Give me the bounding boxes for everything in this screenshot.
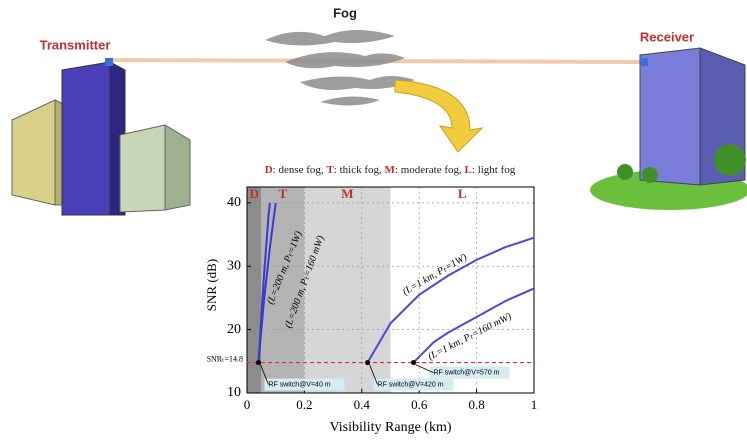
annotation-label: RF switch@V=40 m — [268, 381, 330, 388]
x-tick-label: 0.2 — [296, 397, 312, 412]
y-axis-label: SNR (dB) — [204, 259, 219, 311]
y-tick-label: 30 — [227, 258, 241, 273]
x-tick-label: 0.6 — [411, 397, 428, 412]
fog-legend-text: : moderate fog, — [395, 164, 465, 176]
x-tick-label: 0 — [244, 397, 251, 412]
transmitter-label: Transmitter — [40, 37, 111, 52]
y-tick-label: 40 — [227, 195, 241, 210]
fog-legend: D: dense fog, T: thick fog, M: moderate … — [265, 164, 516, 176]
receiver-label: Receiver — [640, 29, 694, 44]
switch-point — [411, 360, 416, 365]
zone-label: D — [249, 186, 258, 201]
x-tick-label: 1 — [531, 397, 538, 412]
scene: Transmitter Fog Receiver D: dense fog, T… — [0, 0, 747, 440]
threshold-label: SNRₜ=14.8 — [207, 354, 243, 363]
y-tick-label: 20 — [227, 322, 241, 337]
zone-label: M — [341, 186, 353, 201]
fog-legend-letter: L — [465, 164, 472, 176]
fog-legend-letter: M — [385, 164, 396, 176]
fog-legend-text: : dense fog, — [273, 164, 327, 176]
transmitter-building — [12, 58, 190, 215]
switch-point — [256, 360, 261, 365]
fog-legend-letter: D — [265, 164, 273, 176]
annotation-label: RF switch@V=420 m — [378, 381, 444, 388]
fog-legend-text: : light fog — [472, 164, 516, 176]
fog-label: Fog — [333, 5, 357, 20]
x-tick-label: 0.8 — [468, 397, 484, 412]
fog-clouds — [265, 30, 415, 106]
receiver-building — [590, 48, 747, 210]
zone-label: T — [279, 186, 288, 201]
x-axis-label: Visibility Range (km) — [329, 420, 451, 435]
x-tick-label: 0.4 — [354, 397, 371, 412]
chart: D T M L 0 0.2 0.4 0.6 0.8 1 10 20 30 40 Visibility Ran… — [204, 186, 537, 435]
zone-label: L — [458, 186, 467, 201]
fog-arrow — [395, 80, 482, 152]
y-tick-label: 10 — [227, 385, 241, 400]
switch-point — [365, 360, 370, 365]
annotation-label: RF switch@V=570 m — [433, 369, 499, 376]
fog-legend-text: : thick fog, — [334, 164, 385, 176]
